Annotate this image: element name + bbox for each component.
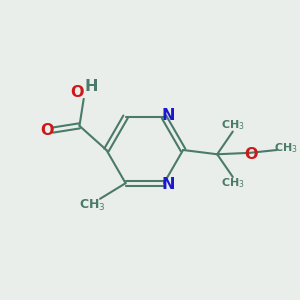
Text: N: N [161,108,175,123]
Text: CH$_3$: CH$_3$ [79,197,105,213]
Text: CH$_3$: CH$_3$ [274,142,298,155]
Text: O: O [71,85,84,100]
Text: O: O [244,147,258,162]
Text: CH$_3$: CH$_3$ [221,176,245,190]
Text: N: N [161,177,175,192]
Text: H: H [85,80,98,94]
Text: O: O [40,123,54,138]
Text: CH$_3$: CH$_3$ [221,118,245,132]
